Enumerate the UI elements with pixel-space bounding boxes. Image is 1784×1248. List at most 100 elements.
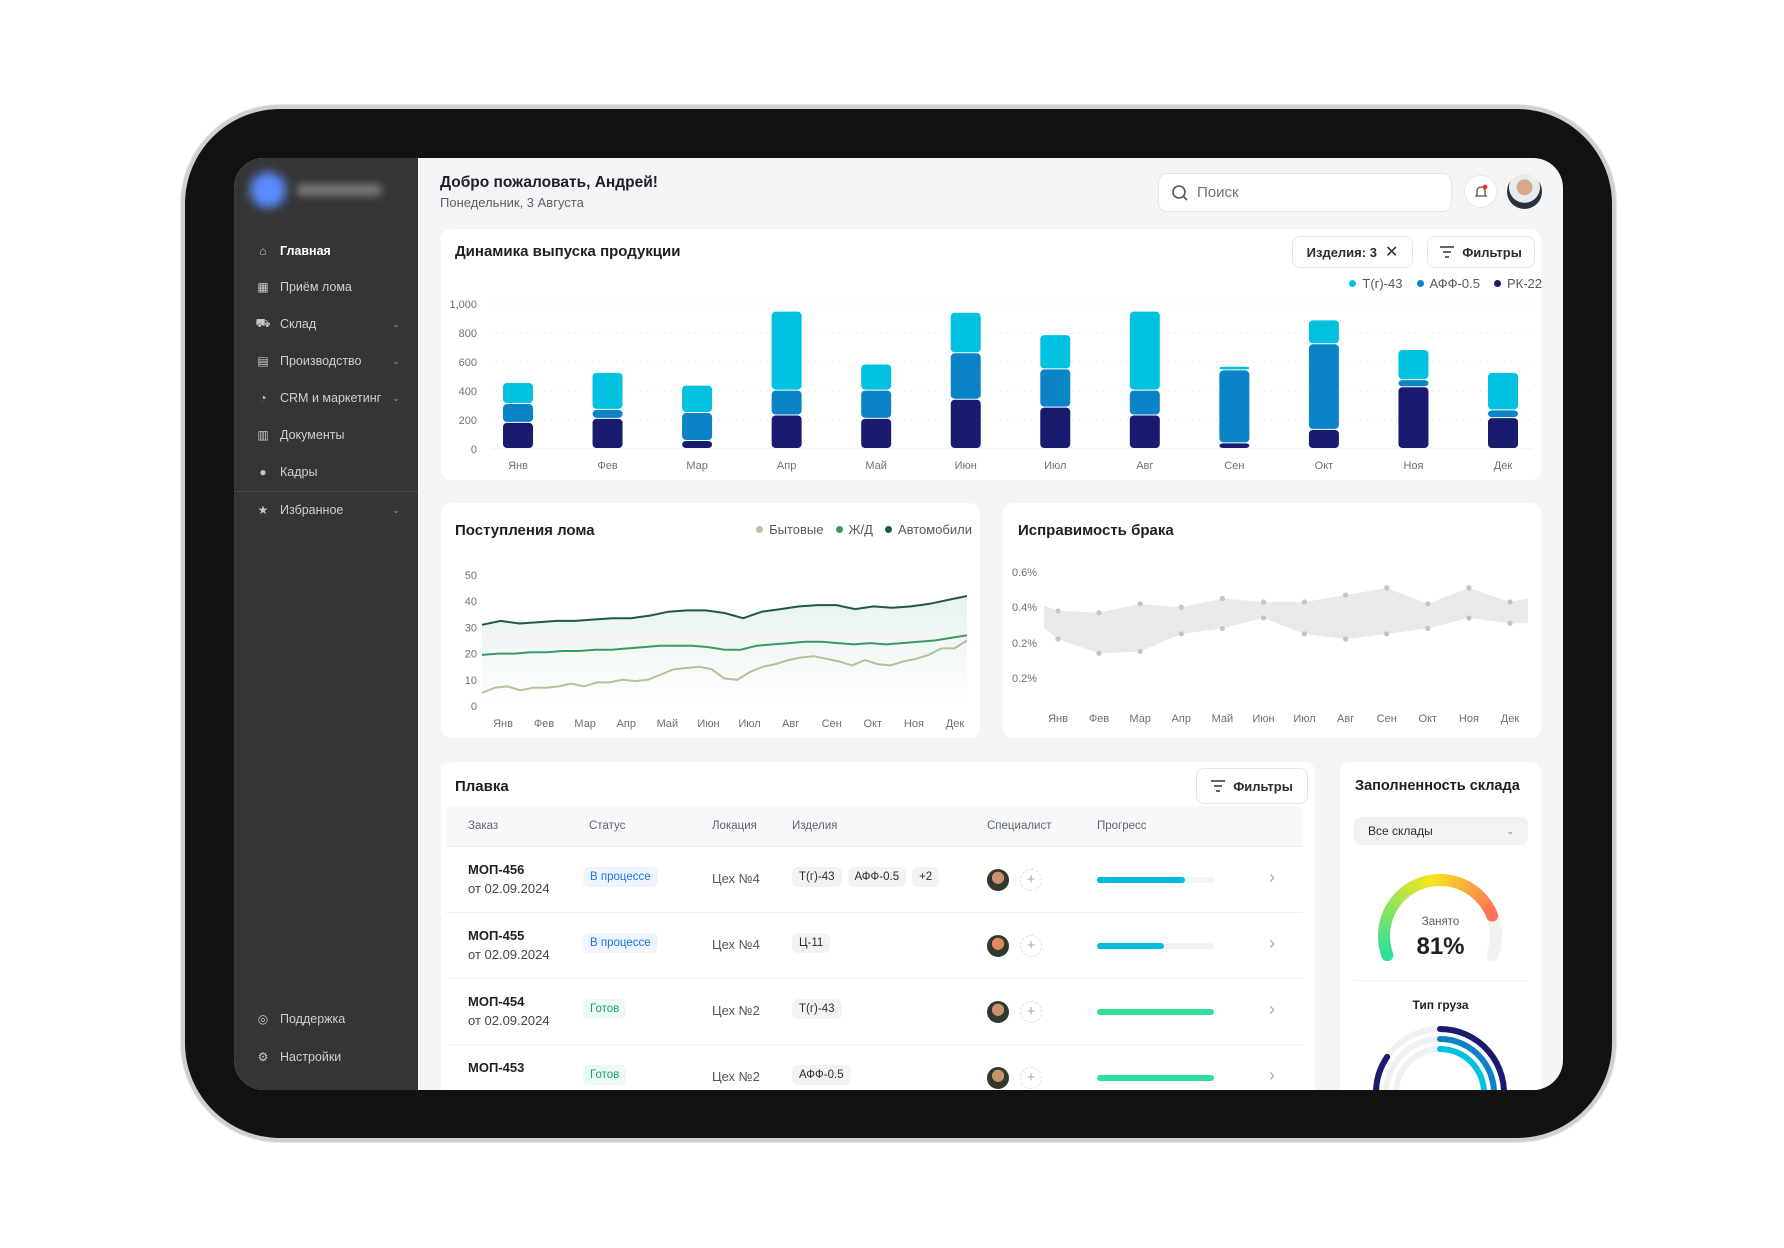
user-avatar[interactable]	[1507, 174, 1542, 209]
lower-point[interactable]	[1178, 631, 1184, 637]
bar-РК-22[interactable]	[1398, 387, 1429, 448]
sidebar-bottom-item-1[interactable]: ⚙ Настройки	[234, 1042, 418, 1072]
bar-РК-22[interactable]	[1219, 443, 1250, 448]
upper-point[interactable]	[1096, 610, 1102, 616]
specialist-avatar[interactable]	[987, 1067, 1009, 1089]
bar-РК-22[interactable]	[1040, 407, 1071, 448]
specialist-avatar[interactable]	[987, 869, 1009, 891]
close-icon[interactable]: ✕	[1384, 244, 1399, 261]
bar-АФФ-0.5[interactable]	[861, 390, 892, 418]
sidebar-bottom-item-0[interactable]: ◎ Поддержка	[234, 1004, 418, 1034]
bar-Т(г)-43[interactable]	[1398, 349, 1429, 380]
bar-Т(г)-43[interactable]	[503, 383, 533, 404]
line-Автомобили[interactable]	[481, 595, 968, 626]
lower-point[interactable]	[1096, 650, 1102, 656]
upper-point[interactable]	[1055, 608, 1061, 614]
sidebar-item-1[interactable]: ▦ Приём лома	[234, 272, 418, 302]
table-row[interactable]: МОП-456 от 02.09.2024 В процессе Цех №4 Т(г)…	[446, 846, 1303, 912]
bar-РК-22[interactable]	[1129, 415, 1160, 448]
specialist-avatar[interactable]	[987, 1001, 1009, 1023]
bar-РК-22[interactable]	[861, 418, 892, 448]
upper-point[interactable]	[1507, 599, 1513, 605]
table-row[interactable]: МОП-455 от 02.09.2024 В процессе Цех №4 Ц-11…	[446, 912, 1303, 978]
column-header[interactable]: Прогресс	[1097, 820, 1147, 832]
column-header[interactable]: Заказ	[468, 820, 499, 832]
bar-Т(г)-43[interactable]	[592, 372, 623, 409]
bar-АФФ-0.5[interactable]	[1219, 370, 1250, 443]
bar-Т(г)-43[interactable]	[861, 364, 892, 390]
sidebar-item-5[interactable]: ▥ Документы	[234, 420, 418, 450]
bar-Т(г)-43[interactable]	[771, 311, 802, 390]
bar-Т(г)-43[interactable]	[682, 385, 713, 413]
upper-point[interactable]	[1178, 604, 1184, 610]
column-header[interactable]: Изделия	[792, 820, 838, 832]
column-header[interactable]: Локация	[712, 820, 757, 832]
bar-Т(г)-43[interactable]	[1308, 320, 1339, 344]
bar-РК-22[interactable]	[503, 422, 533, 448]
upper-point[interactable]	[1384, 585, 1390, 591]
add-specialist-button[interactable]: +	[1020, 1067, 1042, 1089]
lower-point[interactable]	[1055, 636, 1061, 642]
specialist-avatar[interactable]	[987, 935, 1009, 957]
chevron-right-icon[interactable]: ›	[1269, 933, 1275, 953]
lower-point[interactable]	[1260, 615, 1267, 621]
bar-АФФ-0.5[interactable]	[1129, 390, 1160, 415]
bar-АФФ-0.5[interactable]	[682, 413, 713, 441]
sidebar-item-2[interactable]: ⛟ Склад ⌄	[234, 309, 418, 339]
sidebar-item-4[interactable]: ◔ CRM и маркетинг ⌄	[234, 383, 418, 413]
bar-АФФ-0.5[interactable]	[771, 390, 802, 415]
lower-point[interactable]	[1507, 620, 1513, 626]
bar-РК-22[interactable]	[771, 415, 802, 448]
upper-point[interactable]	[1343, 592, 1349, 598]
bar-РК-22[interactable]	[1488, 418, 1518, 448]
bar-РК-22[interactable]	[682, 441, 713, 448]
notifications-button[interactable]	[1464, 175, 1497, 208]
bar-Т(г)-43[interactable]	[1040, 335, 1071, 369]
upper-point[interactable]	[1137, 601, 1143, 607]
bar-РК-22[interactable]	[592, 418, 623, 448]
bar-АФФ-0.5[interactable]	[503, 404, 533, 422]
warehouse-select[interactable]: Все склады ⌄	[1354, 817, 1528, 845]
add-specialist-button[interactable]: +	[1020, 935, 1042, 957]
chevron-right-icon[interactable]: ›	[1269, 999, 1275, 1019]
upper-point[interactable]	[1260, 599, 1267, 605]
upper-point[interactable]	[1466, 585, 1472, 591]
sidebar-item-3[interactable]: ▤ Производство ⌄	[234, 346, 418, 376]
add-specialist-button[interactable]: +	[1020, 1001, 1042, 1023]
lower-point[interactable]	[1301, 631, 1308, 637]
production-filters-button[interactable]: Фильтры	[1427, 236, 1535, 268]
add-specialist-button[interactable]: +	[1020, 869, 1042, 891]
items-filter-chip[interactable]: Изделия: 3 ✕	[1292, 236, 1413, 268]
bar-РК-22[interactable]	[1308, 429, 1339, 448]
bar-АФФ-0.5[interactable]	[592, 409, 623, 418]
chevron-right-icon[interactable]: ›	[1269, 867, 1275, 887]
table-row[interactable]: МОП-453 Готов Цех №2 АФФ-0.5 + ›	[446, 1044, 1303, 1090]
column-header[interactable]: Специалист	[987, 820, 1052, 832]
sidebar-item-7[interactable]: ★ Избранное ⌄	[234, 495, 418, 525]
lower-point[interactable]	[1137, 648, 1143, 655]
bar-РК-22[interactable]	[950, 399, 981, 448]
bar-АФФ-0.5[interactable]	[1488, 410, 1518, 418]
upper-point[interactable]	[1425, 601, 1431, 607]
bar-Т(г)-43[interactable]	[1129, 311, 1160, 390]
lower-point[interactable]	[1466, 615, 1472, 621]
table-row[interactable]: МОП-454 от 02.09.2024 Готов Цех №2 Т(г)-43 + ›	[446, 978, 1303, 1044]
bar-АФФ-0.5[interactable]	[1308, 344, 1339, 429]
chevron-right-icon[interactable]: ›	[1269, 1065, 1275, 1085]
lower-point[interactable]	[1384, 631, 1390, 637]
sidebar-item-6[interactable]: ● Кадры	[234, 457, 418, 487]
lower-point[interactable]	[1425, 625, 1431, 632]
upper-point[interactable]	[1301, 599, 1308, 605]
lower-point[interactable]	[1219, 625, 1225, 632]
upper-point[interactable]	[1219, 595, 1225, 602]
bar-Т(г)-43[interactable]	[1488, 372, 1518, 410]
search-input[interactable]: Поиск	[1158, 173, 1452, 212]
sidebar-item-0[interactable]: ⌂ Главная	[234, 236, 418, 266]
bar-АФФ-0.5[interactable]	[1398, 380, 1429, 387]
bar-АФФ-0.5[interactable]	[1040, 369, 1071, 407]
bar-Т(г)-43[interactable]	[950, 312, 981, 353]
bar-АФФ-0.5[interactable]	[950, 353, 981, 399]
melt-filters-button[interactable]: Фильтры	[1196, 768, 1308, 804]
bar-Т(г)-43[interactable]	[1219, 366, 1250, 370]
lower-point[interactable]	[1343, 636, 1349, 642]
